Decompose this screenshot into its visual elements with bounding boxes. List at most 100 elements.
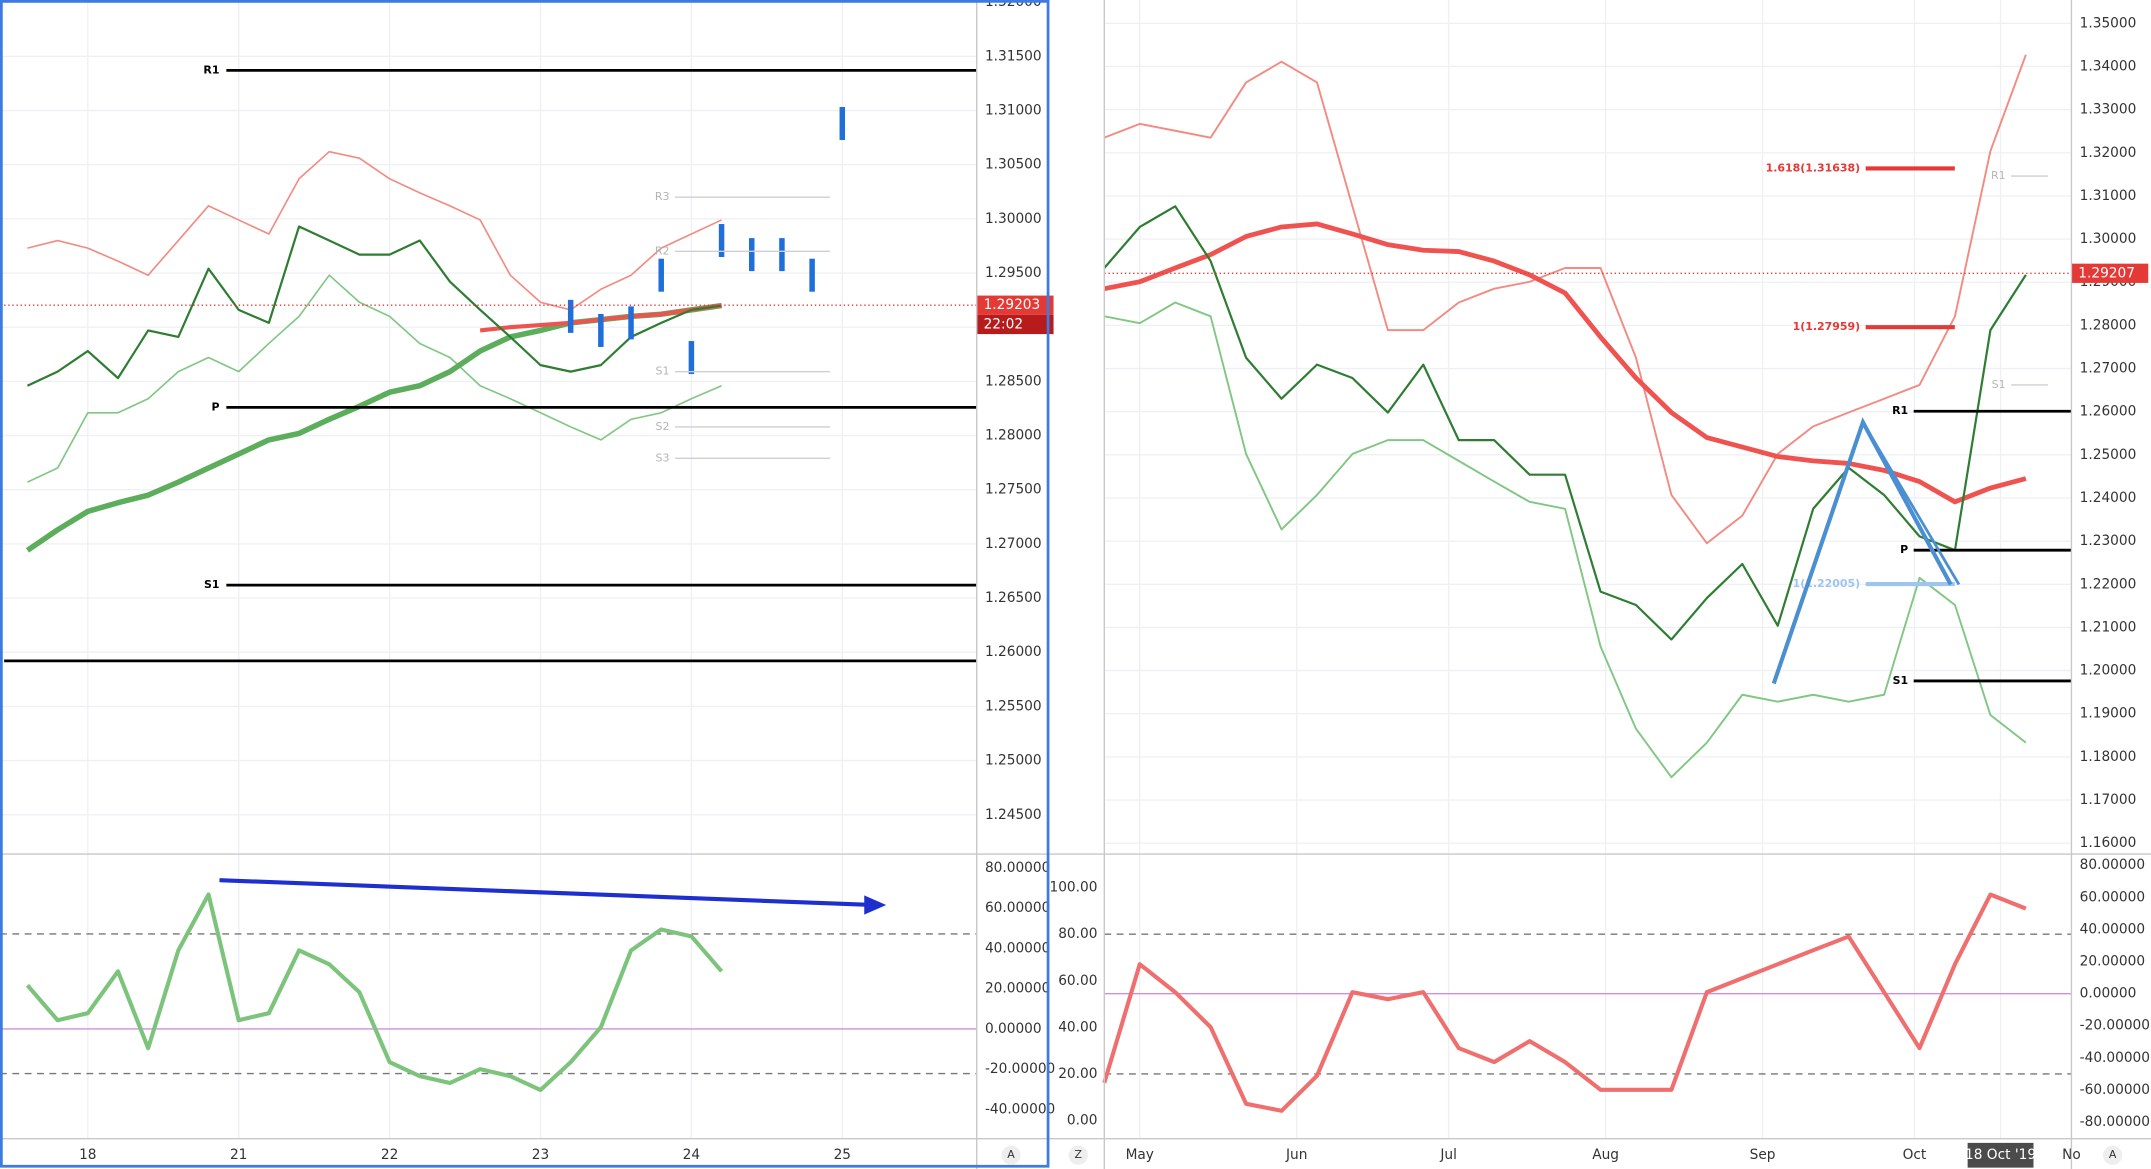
price-line — [26, 225, 722, 387]
oscillator-tick-label: -40.00000 — [2080, 1050, 2150, 1066]
level-label: P — [211, 400, 219, 413]
fib-label: 1(1.27959) — [1793, 320, 1861, 333]
projection-bar — [567, 299, 574, 333]
fib-label: 1.618(1.31638) — [1766, 161, 1861, 174]
y-tick-label: 1.21000 — [2080, 619, 2137, 635]
price-line — [1103, 205, 2027, 641]
y-tick-label: 1.30000 — [2080, 231, 2137, 247]
y-tick-label: 1.25000 — [985, 753, 1042, 769]
x-tick-label: 21 — [230, 1147, 247, 1163]
pattern-drawing — [1861, 421, 1961, 586]
button-label[interactable]: A — [2109, 1148, 2117, 1161]
crosshair-label-box — [1967, 1142, 2034, 1168]
y-tick-label: 1.18000 — [2080, 749, 2137, 765]
y-tick-label: 1.30500 — [985, 157, 1042, 173]
button[interactable] — [1001, 1145, 1021, 1165]
y-tick-label: 1.35000 — [2080, 15, 2137, 31]
oscillator-tick-label: 60.00000 — [2080, 889, 2145, 905]
x-tick-label: Aug — [1592, 1147, 1619, 1163]
oscillator-line — [25, 892, 724, 1093]
projection-bar — [779, 238, 785, 272]
y-tick-label: 1.23000 — [2080, 533, 2137, 549]
trend-arrow — [219, 878, 873, 908]
y-tick-label: 1.31000 — [2080, 188, 2137, 204]
y-tick-label: 1.30000 — [985, 211, 1042, 227]
oscillator-tick-label: 20.00000 — [985, 981, 1050, 997]
y-tick-label: 1.27000 — [985, 536, 1042, 552]
pivot-label: S3 — [656, 451, 670, 464]
y-tick-label: 1.24500 — [985, 807, 1042, 823]
pivot-label: R3 — [655, 190, 670, 203]
oscillator-tick-label: 80.00 — [1058, 926, 1097, 942]
x-tick-label: Jul — [1439, 1147, 1457, 1163]
y-tick-label: 1.16000 — [2080, 835, 2137, 851]
button-label[interactable]: A — [1007, 1148, 1015, 1161]
price-time-box — [976, 314, 1054, 335]
pivot-label: R1 — [1991, 169, 2006, 182]
x-tick-label: 23 — [532, 1147, 549, 1163]
x-tick-label: 22 — [381, 1147, 398, 1163]
x-tick-label: Jun — [1285, 1147, 1307, 1163]
pivot-label: S1 — [656, 365, 670, 378]
x-tick-label: Oct — [1903, 1147, 1927, 1163]
price-label-box — [976, 295, 1054, 315]
oscillator-tick-label: 0.00 — [1067, 1113, 1098, 1129]
oscillator-tick-label: 100.00 — [1049, 880, 1097, 896]
level-label: R1 — [1892, 404, 1908, 417]
level-label: S1 — [1893, 674, 1909, 687]
oscillator-line — [1102, 892, 2027, 1113]
oscillator-tick-label: 60.00000 — [985, 900, 1050, 916]
price-label: 1.29207 — [2078, 265, 2135, 281]
button[interactable] — [1068, 1145, 1088, 1165]
price-line — [27, 274, 722, 483]
oscillator-tick-label: 60.00 — [1058, 973, 1097, 989]
y-tick-label: 1.31500 — [985, 48, 1042, 64]
oscillator-tick-label: -60.00000 — [2080, 1082, 2150, 1098]
price-line — [27, 150, 722, 311]
price-label-box — [2071, 263, 2149, 283]
x-tick-label: Sep — [1750, 1147, 1776, 1163]
pivot-label: R2 — [655, 244, 670, 257]
projection-bar — [809, 258, 815, 292]
y-tick-label: 1.27000 — [2080, 361, 2137, 377]
y-tick-label: 1.28500 — [985, 373, 1042, 389]
y-tick-label: 1.28000 — [985, 428, 1042, 444]
y-tick-label: 1.25500 — [985, 698, 1042, 714]
price-time: 22:02 — [984, 316, 1023, 332]
projection-bar — [628, 306, 634, 340]
projection-bar — [688, 341, 695, 375]
price-line — [1104, 301, 2027, 779]
y-tick-label: 1.32000 — [985, 0, 1042, 10]
x-tick-label: 24 — [683, 1147, 700, 1163]
y-tick-label: 1.27500 — [985, 482, 1042, 498]
y-tick-label: 1.19000 — [2080, 706, 2137, 722]
y-tick-label: 1.31000 — [985, 103, 1042, 119]
y-tick-label: 1.34000 — [2080, 58, 2137, 74]
button[interactable] — [2102, 1145, 2123, 1165]
y-tick-label: 1.25000 — [2080, 447, 2137, 463]
y-tick-label: 1.28000 — [2080, 317, 2137, 333]
y-tick-label: 1.22000 — [2080, 576, 2137, 592]
x-tick-label: May — [1126, 1147, 1154, 1163]
projection-bar — [749, 238, 755, 272]
oscillator-tick-label: 80.00000 — [985, 860, 1050, 876]
level-label: P — [1900, 543, 1908, 556]
x-tick-label: 18 — [79, 1147, 96, 1163]
y-tick-label: 1.32000 — [2080, 145, 2137, 161]
oscillator-tick-label: 80.00000 — [2080, 857, 2145, 873]
oscillator-tick-label: 20.00 — [1058, 1066, 1097, 1082]
y-tick-label: 1.24000 — [2080, 490, 2137, 506]
pivot-label: S1 — [1992, 378, 2006, 391]
y-tick-label: 1.33000 — [2080, 102, 2137, 118]
y-tick-label: 1.26000 — [2080, 404, 2137, 420]
y-tick-label: 1.17000 — [2080, 792, 2137, 808]
oscillator-tick-label: 0.00000 — [2080, 986, 2137, 1002]
projection-bar — [658, 258, 664, 292]
oscillator-tick-label: 40.00000 — [985, 940, 1050, 956]
button-label[interactable]: Z — [1074, 1148, 1082, 1161]
active-panel-frame — [0, 0, 1050, 1168]
price-label: 1.29203 — [984, 297, 1041, 313]
